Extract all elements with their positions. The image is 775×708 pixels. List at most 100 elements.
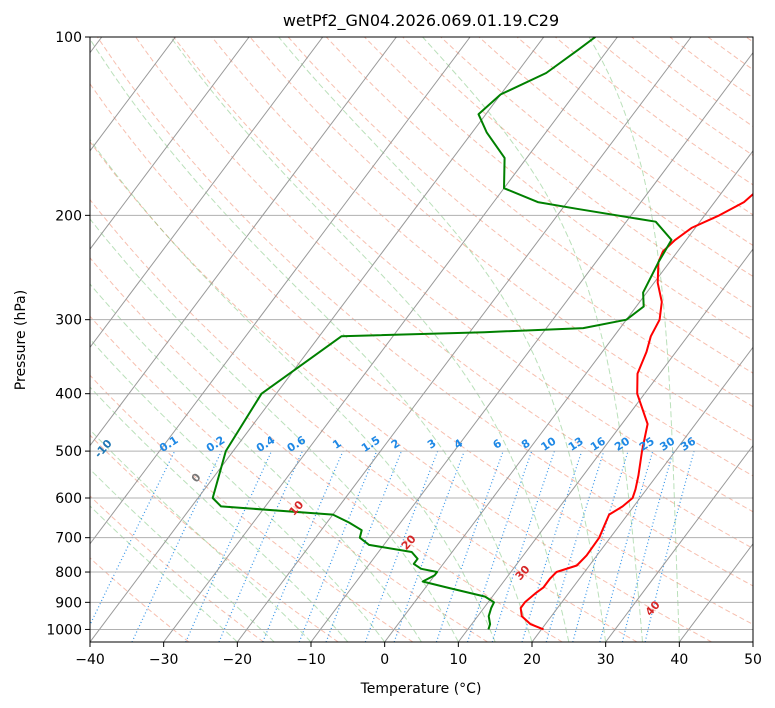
isotherm-line xyxy=(90,37,250,250)
dry-adiabat-label: -20 xyxy=(0,398,19,422)
isotherm-line xyxy=(531,346,753,642)
moist-adiabat-line xyxy=(90,468,275,642)
dewpoint-profile-line xyxy=(211,37,673,630)
mixing-ratio-label: 8 xyxy=(519,437,533,452)
chart-title: wetPf2_GN04.2026.069.01.19.C29 xyxy=(283,11,559,31)
moist-adiabat-line xyxy=(422,37,643,642)
isotherm-line xyxy=(752,641,753,642)
moist-adiabat-line xyxy=(588,37,680,642)
mixing-ratio-label: 0.1 xyxy=(157,433,180,455)
isotherm-line xyxy=(90,37,176,152)
adiabat-labels: 0.10.20.40.611.52346810131620253036-100-… xyxy=(0,398,699,618)
moist-adiabat-line xyxy=(170,37,570,642)
moist-adiabat-line xyxy=(90,38,533,642)
x-tick-label: −20 xyxy=(223,652,253,668)
y-tick-label: 100 xyxy=(55,30,82,46)
mixing-ratio-line xyxy=(491,450,555,642)
moist-adiabat-line xyxy=(90,218,459,642)
dry-adiabat-line xyxy=(364,37,753,341)
mixing-ratio-line xyxy=(621,450,674,642)
mixing-ratio-line xyxy=(262,450,344,642)
dry-adiabat-line xyxy=(90,140,712,642)
moist-adiabat-line xyxy=(90,283,422,642)
x-tick-label: 30 xyxy=(597,652,615,668)
background-lines xyxy=(90,37,753,642)
dry-adiabat-line xyxy=(707,37,753,71)
moist-adiabat-line xyxy=(90,338,386,642)
mixing-ratio-label: 0.4 xyxy=(254,433,278,455)
dry-adiabat-label: 40 xyxy=(643,598,663,618)
dry-adiabat-line xyxy=(90,198,638,642)
isotherm-line xyxy=(90,37,397,447)
dry-adiabat-line xyxy=(249,37,753,442)
mixing-ratio-label: 1 xyxy=(330,437,344,452)
x-tick-label: −40 xyxy=(75,652,105,668)
mixing-ratio-label: 1.5 xyxy=(359,433,382,455)
dry-adiabat-line xyxy=(173,37,753,513)
dry-adiabat-line xyxy=(325,37,753,374)
isotherm-line xyxy=(90,37,545,642)
mixing-ratio-line xyxy=(325,450,403,642)
isotherm-line xyxy=(236,37,692,642)
dry-adiabat-line xyxy=(96,37,753,587)
isotherm-line xyxy=(163,37,618,642)
x-tick-label: 0 xyxy=(380,652,389,668)
moist-adiabat-line xyxy=(90,429,312,642)
dry-adiabat-line xyxy=(90,434,339,642)
moist-adiabat-line xyxy=(90,505,238,642)
dry-adiabat-line xyxy=(745,37,753,43)
isotherm-line xyxy=(457,248,753,642)
mixing-ratio-line xyxy=(218,450,303,642)
y-tick-label: 200 xyxy=(55,208,82,224)
mixing-ratio-line xyxy=(545,450,605,642)
y-tick-label: 400 xyxy=(55,387,82,403)
x-tick-label: −10 xyxy=(296,652,326,668)
y-tick-label: 800 xyxy=(55,565,82,581)
moist-adiabat-line xyxy=(90,138,496,642)
dry-adiabat-line xyxy=(90,315,488,642)
isotherm-line xyxy=(90,37,471,545)
mixing-ratio-line xyxy=(131,450,223,642)
dry-adiabat-line xyxy=(90,557,190,642)
mixing-ratio-label: 0.6 xyxy=(285,433,309,455)
mixing-ratio-line xyxy=(435,450,504,642)
dry-adiabat-line xyxy=(554,37,753,186)
sounding-series xyxy=(211,37,753,631)
x-tick-label: 20 xyxy=(523,652,541,668)
x-tick-label: −30 xyxy=(149,652,179,668)
isotherm-line xyxy=(605,444,753,642)
y-tick-label: 300 xyxy=(55,313,82,329)
dry-adiabat-label: 10 xyxy=(286,498,306,518)
skewed-isotherms xyxy=(90,37,753,642)
isotherm-line xyxy=(384,150,753,642)
dry-adiabat-line xyxy=(90,257,563,642)
y-tick-label: 900 xyxy=(55,595,82,611)
y-axis-label: Pressure (hPa) xyxy=(13,290,29,390)
mixing-ratio-line xyxy=(572,450,629,642)
x-axis-label: Temperature (°C) xyxy=(360,681,482,697)
pressure-gridlines xyxy=(90,37,753,630)
x-axis-ticks: −40 −30 −20 −10 0 10 20 30 40 50 xyxy=(75,642,762,668)
y-tick-label: 500 xyxy=(55,444,82,460)
moist-adiabat-line xyxy=(278,37,607,642)
isotherm-line xyxy=(678,542,753,642)
x-tick-label: 50 xyxy=(744,652,762,668)
y-tick-label: 1000 xyxy=(46,622,82,638)
mixing-ratio-line xyxy=(521,450,583,642)
mixing-ratio-label: 6 xyxy=(491,436,505,451)
moist-adiabat-line xyxy=(90,386,349,642)
dry-adiabat-line xyxy=(402,37,753,309)
y-tick-label: 600 xyxy=(55,491,82,507)
mixing-ratio-line xyxy=(298,450,378,642)
dry-adiabat-line xyxy=(287,37,753,408)
dry-adiabat-line xyxy=(211,37,753,477)
mixing-ratio-line xyxy=(185,450,273,642)
plot-frame xyxy=(89,36,754,643)
isotherm-line xyxy=(310,51,753,642)
dry-adiabat-line xyxy=(90,495,264,642)
y-axis-ticks: 100 200 300 400 500 600 700 800 900 1000 xyxy=(46,30,90,638)
dry-adiabat-line xyxy=(478,37,753,246)
dry-adiabat-line xyxy=(440,37,753,278)
mixing-ratio-line xyxy=(466,450,533,642)
